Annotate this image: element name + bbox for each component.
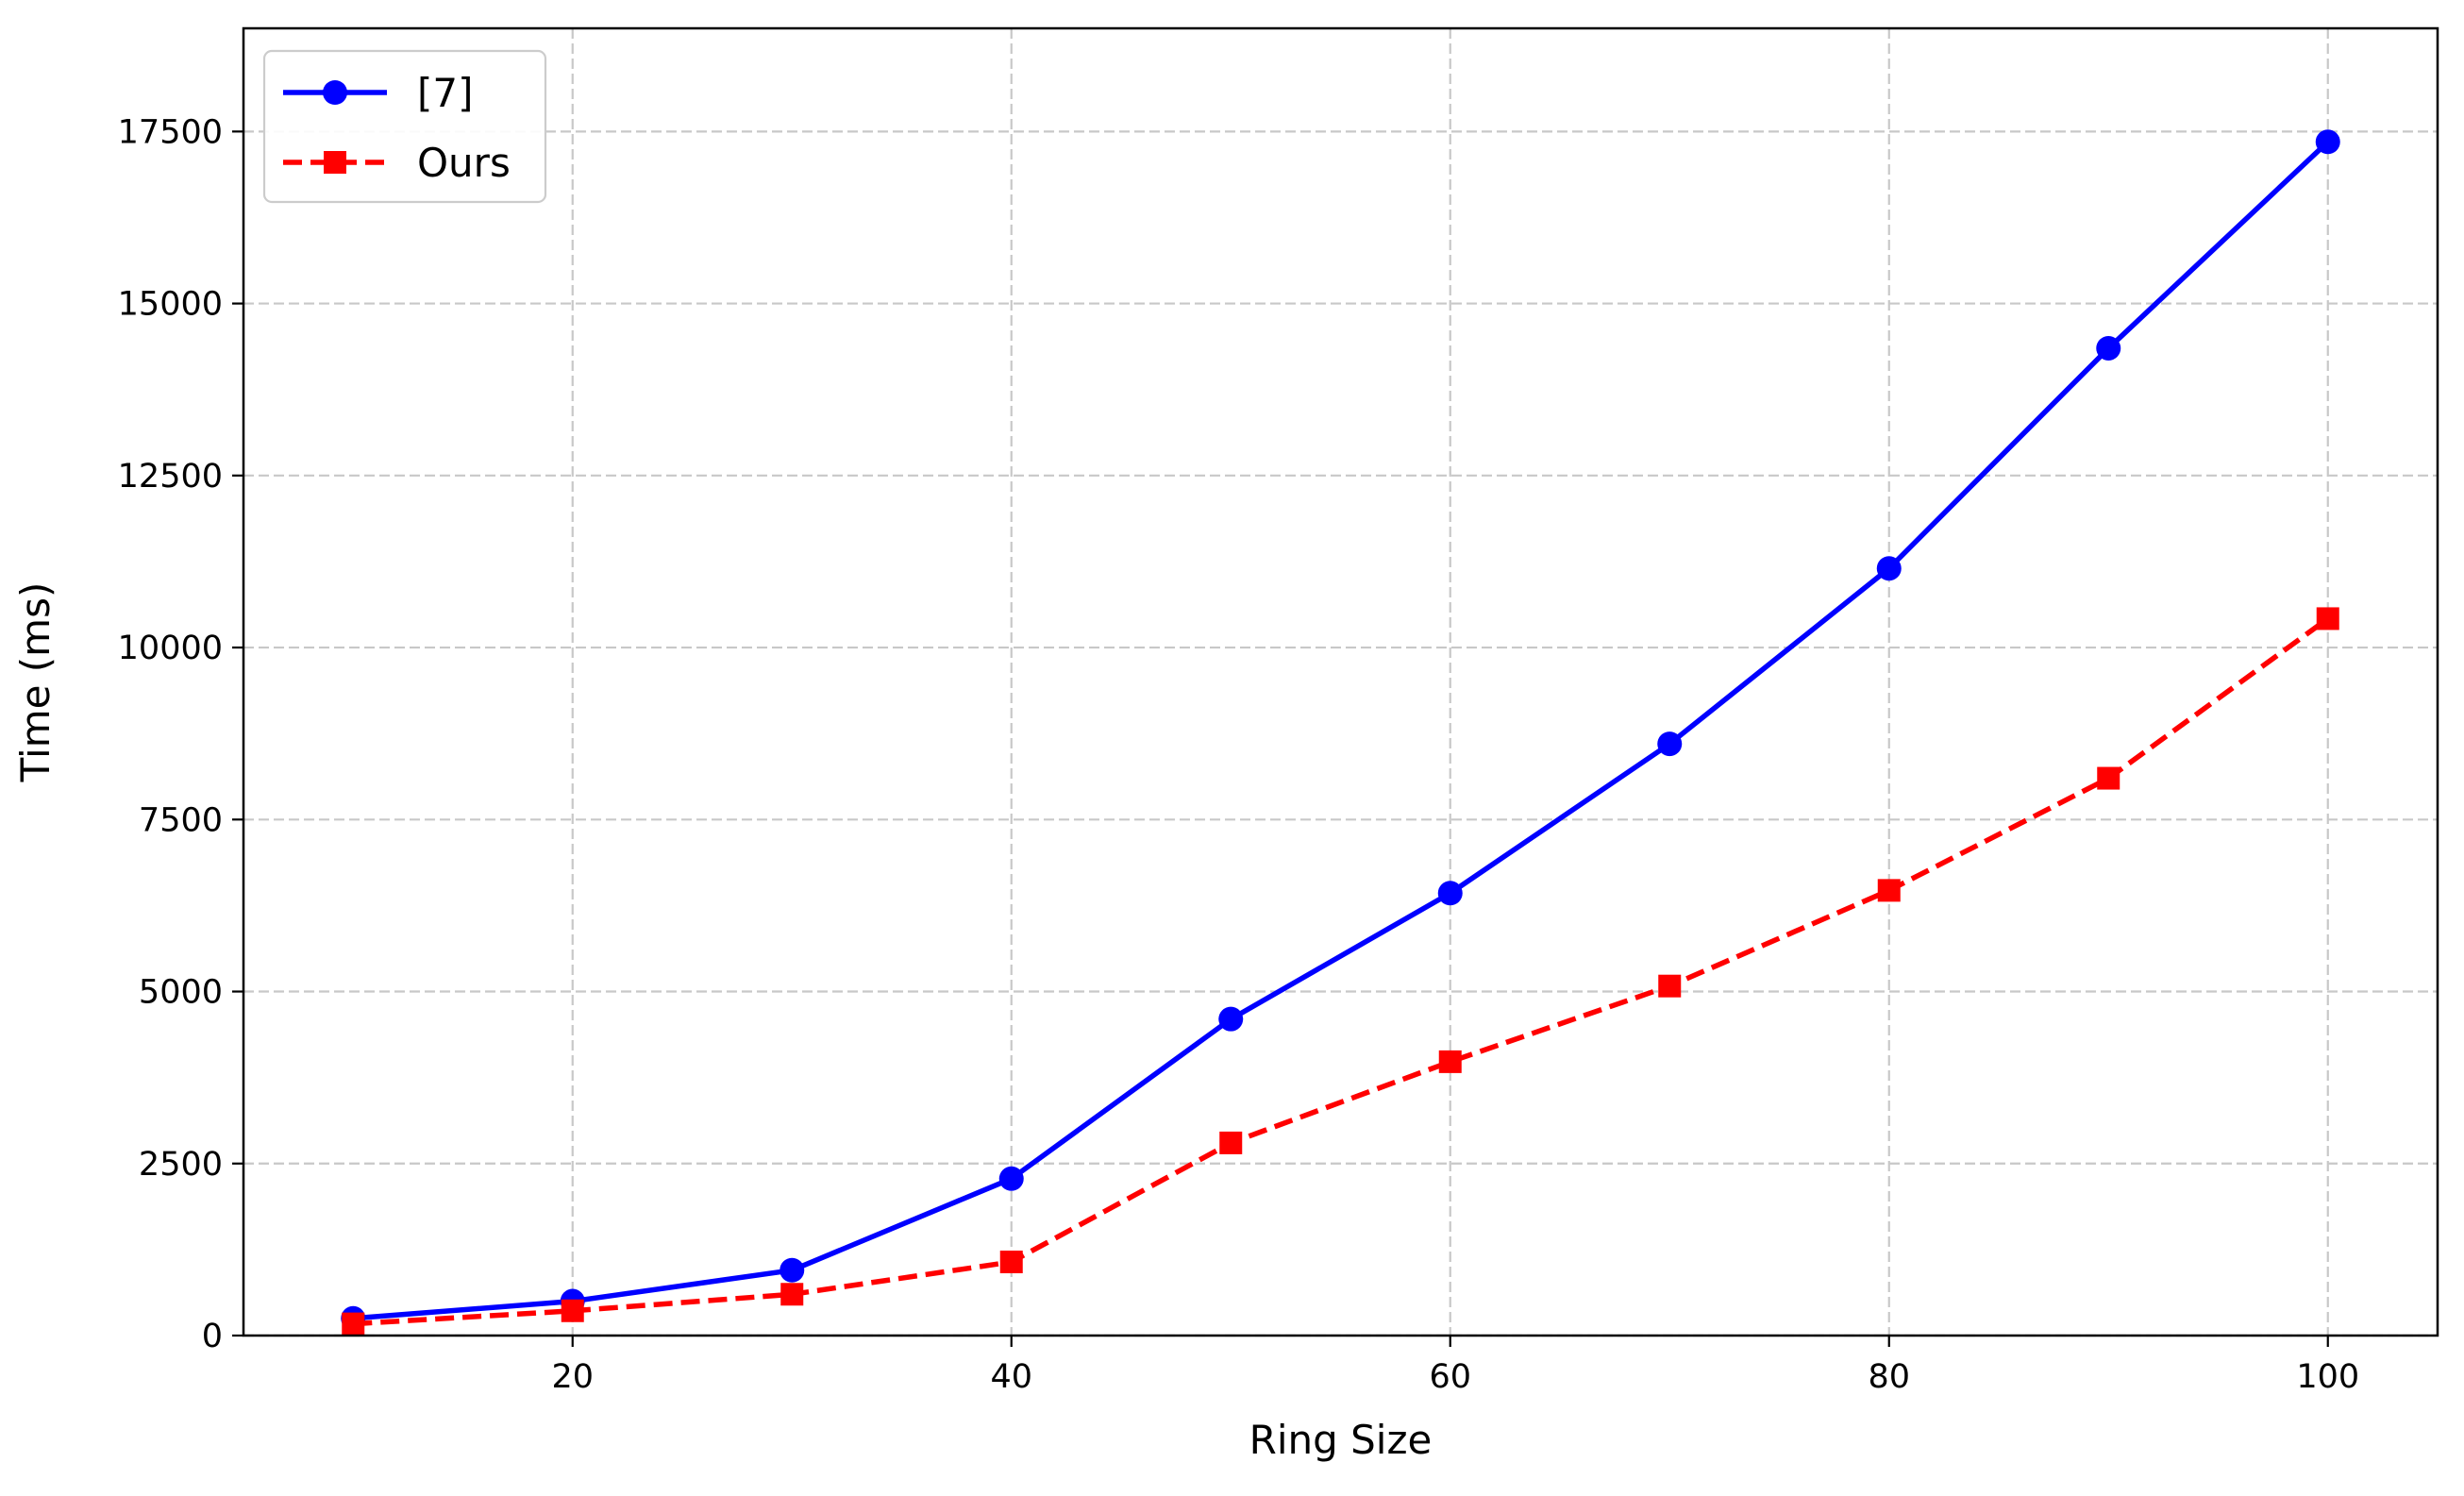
data-point [1657,731,1683,757]
data-point [2097,766,2120,790]
y-tick-label: 12500 [118,458,223,496]
series-1 [341,129,2340,1331]
series-layer [341,129,2340,1336]
grid [243,28,2438,1337]
data-point [1876,556,1902,581]
y-tick-label: 7500 [139,801,223,839]
data-point [2316,607,2339,630]
plot-frame [242,26,2439,1337]
y-tick-label: 5000 [139,974,223,1012]
data-point [342,1312,365,1336]
legend-item: [7] [283,70,474,116]
legend-marker [323,80,347,105]
data-point [1438,1050,1462,1073]
data-point [998,1166,1024,1191]
y-tick-label: 17500 [118,113,223,151]
data-point [780,1283,804,1306]
legend-label: Ours [417,140,511,186]
data-point [2096,335,2121,361]
data-point [1437,881,1463,906]
data-point [1218,1006,1244,1032]
data-point [999,1251,1023,1274]
x-axis-label: Ring Size [1249,1417,1433,1463]
x-tick-label: 40 [990,1358,1032,1396]
data-point [779,1257,805,1283]
legend-item: Ours [283,140,511,186]
axis-ticks: 20 40 60 80 100 0 2500 5000 7500 10000 12500 15000 1… [118,113,2360,1396]
y-tick-label: 15000 [118,286,223,324]
y-axis-label: Time (ms) [12,582,59,783]
x-tick-label: 20 [551,1358,594,1396]
legend-marker [324,151,346,174]
legend-label: [7] [417,70,474,116]
x-tick-label: 80 [1868,1358,1910,1396]
data-point [2315,129,2340,155]
data-point [561,1299,584,1322]
x-tick-label: 100 [2296,1358,2359,1396]
data-point [1658,974,1682,998]
x-tick-label: 60 [1429,1358,1471,1396]
data-point [1219,1131,1243,1154]
y-tick-label: 10000 [118,630,223,667]
data-point [1877,879,1901,902]
y-tick-label: 0 [202,1318,223,1355]
series-line [353,140,2330,1321]
legend: [7] Ours [262,49,547,204]
y-tick-label: 2500 [139,1146,223,1184]
series-line [353,616,2330,1327]
series-2 [342,607,2339,1336]
